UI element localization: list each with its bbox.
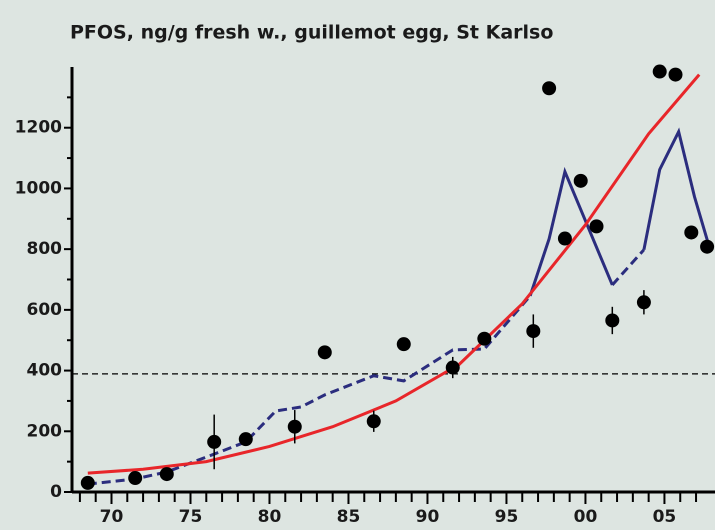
point	[159, 467, 174, 482]
point	[128, 471, 143, 486]
point	[557, 231, 572, 246]
line	[528, 127, 711, 297]
point	[207, 434, 222, 449]
x-tick-label: 70	[100, 507, 124, 527]
y-tick-label: 1200	[15, 118, 62, 138]
y-tick-label: 400	[27, 361, 63, 381]
point	[573, 173, 588, 188]
line	[87, 248, 646, 486]
point	[684, 225, 699, 240]
point	[605, 313, 620, 328]
x-tick-label: 00	[574, 507, 598, 527]
y-tick-label: 200	[27, 421, 63, 441]
point	[287, 419, 302, 434]
x-tick-label: 90	[416, 507, 440, 527]
y-tick-label: 600	[27, 300, 63, 320]
point	[477, 331, 492, 346]
point	[445, 360, 460, 375]
point	[317, 345, 332, 360]
point	[238, 432, 253, 447]
point	[589, 219, 604, 234]
y-tick-label: 0	[50, 482, 62, 502]
point	[366, 414, 381, 429]
point	[700, 239, 715, 254]
y-tick-label: 800	[27, 239, 63, 259]
point	[668, 67, 683, 82]
point	[542, 81, 557, 96]
point	[636, 295, 651, 310]
point	[652, 64, 667, 79]
x-tick-label: 95	[495, 507, 519, 527]
point	[526, 324, 541, 339]
chart-title: PFOS, ng/g fresh w., guillemot egg, St K…	[70, 22, 553, 44]
line	[87, 73, 701, 475]
point	[80, 475, 95, 490]
x-tick-label: 75	[179, 507, 203, 527]
x-tick-label: 05	[653, 507, 677, 527]
point	[396, 337, 411, 352]
x-tick-label: 85	[337, 507, 361, 527]
y-tick-label: 1000	[15, 178, 62, 198]
x-tick-label: 80	[258, 507, 282, 527]
